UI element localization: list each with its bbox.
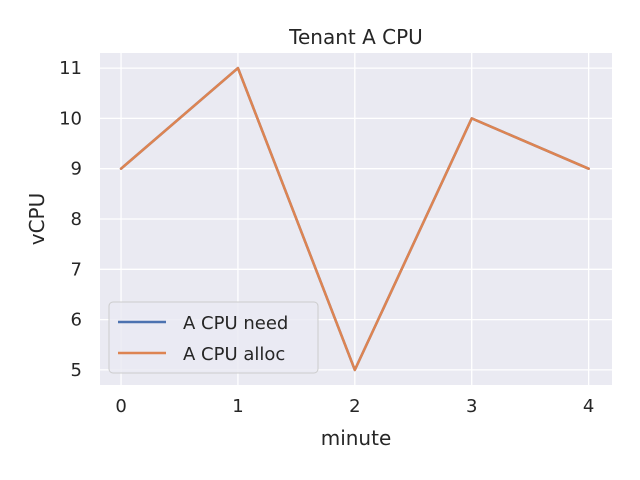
x-tick-label: 3 [466,396,477,417]
legend-box [108,301,319,374]
legend-label-need: A CPU need [183,313,288,334]
y-tick-label: 11 [59,58,82,79]
legend-label-alloc: A CPU alloc [183,344,285,365]
x-tick-label: 2 [349,396,360,417]
series-line-alloc [119,66,590,372]
y-tick-label: 9 [71,159,82,180]
y-tick-label: 10 [59,108,82,129]
y-tick-label: 5 [71,360,82,381]
series-lines [119,66,590,372]
x-axis-label: minute [321,426,392,450]
y-axis-label: vCPU [25,193,49,246]
legend: A CPU need A CPU alloc [108,301,319,374]
y-tick-label: 7 [71,259,82,280]
chart-title: Tenant A CPU [288,25,423,49]
x-tick-label: 4 [583,396,594,417]
x-tick-label: 0 [115,396,126,417]
tick-labels: 0 1 2 3 4 5 6 7 8 9 10 11 [59,58,594,417]
x-tick-label: 1 [232,396,243,417]
y-tick-label: 8 [71,209,82,230]
grid [100,53,612,385]
y-tick-label: 6 [71,310,82,331]
